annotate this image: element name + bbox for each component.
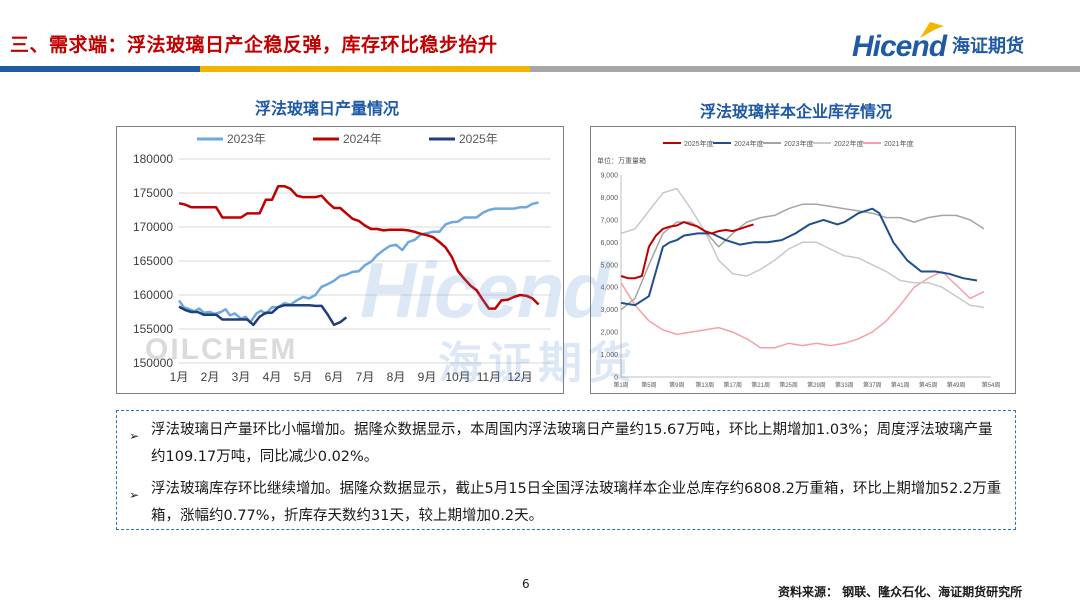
series-line-2024年度 <box>620 207 978 307</box>
x-tick-label: 第1周 <box>613 381 628 389</box>
series-line-2022年度 <box>620 187 985 309</box>
y-tick-label: 8,000 <box>600 195 618 202</box>
note-item: ➢ 浮法玻璃库存环比继续增加。据隆众数据显示，截止5月15日全国浮法玻璃样本企业… <box>129 476 1003 530</box>
note-item: ➢ 浮法玻璃日产量环比小幅增加。据隆众数据显示，本周国内浮法玻璃日产量约15.6… <box>129 417 1003 471</box>
chart1-title: 浮法玻璃日产量情况 <box>255 99 400 118</box>
x-tick-label: 第13周 <box>695 381 714 389</box>
x-tick-label: 7月 <box>356 370 375 384</box>
y-tick-label: 3,000 <box>600 307 618 314</box>
x-tick-label: 第5周 <box>641 381 656 389</box>
x-tick-label: 6月 <box>325 370 344 384</box>
y-tick-label: 5,000 <box>600 262 618 269</box>
header-band-blue <box>0 66 200 72</box>
source-note: 资料来源： 钢联、隆众石化、海证期货研究所 <box>778 585 1023 599</box>
watermark-brand: Hicend <box>360 246 610 334</box>
x-tick-label: 3月 <box>232 370 251 384</box>
y-tick-label: 0 <box>614 375 618 382</box>
x-tick-label: 12月 <box>507 370 532 384</box>
y-tick-label: 155000 <box>133 322 173 336</box>
page-number: 6 <box>522 577 530 591</box>
logo-brand-text: Hicend <box>852 30 947 63</box>
unit-label: 单位：万重量箱 <box>597 156 646 165</box>
y-tick-label: 2,000 <box>600 330 618 337</box>
y-tick-label: 165000 <box>133 254 173 268</box>
watermark-cn: 海证期货 <box>438 338 638 389</box>
x-tick-label: 第21周 <box>751 381 770 389</box>
header-band-gray <box>530 66 1080 72</box>
x-tick-label: 第33周 <box>835 381 854 389</box>
legend-label: 2022年度 <box>834 139 864 148</box>
x-tick-label: 第17周 <box>723 381 742 389</box>
x-tick-label: 第9周 <box>669 381 684 389</box>
legend-label: 2025年度 <box>684 139 714 148</box>
page-title: 三、需求端：浮法玻璃日产企稳反弹，库存环比稳步抬升 <box>10 34 498 56</box>
legend-label: 2023年度 <box>784 139 814 148</box>
note-text: 浮法玻璃库存环比继续增加。据隆众数据显示，截止5月15日全国浮法玻璃样本企业总库… <box>151 481 1002 524</box>
x-tick-label: 第41周 <box>891 381 910 389</box>
x-tick-label: 8月 <box>387 370 406 384</box>
legend-label: 2021年度 <box>884 139 914 148</box>
x-tick-label: 第29周 <box>807 381 826 389</box>
y-tick-label: 9,000 <box>600 173 618 180</box>
x-tick-label: 第37周 <box>863 381 882 389</box>
y-tick-label: 6,000 <box>600 240 618 247</box>
x-tick-label: 第45周 <box>919 381 938 389</box>
logo-flag-icon <box>920 22 944 38</box>
header-band-yellow <box>200 66 530 72</box>
legend-label: 2025年 <box>459 132 498 146</box>
series-line-2023年度 <box>620 203 985 311</box>
legend-label: 2024年 <box>343 132 382 146</box>
bullet-arrow-icon: ➢ <box>129 429 140 443</box>
company-logo: Hicend 海证期货 <box>852 22 1025 64</box>
chart2-frame: 2025年度 2024年度 2023年度 2022年度 2021年度单位：万重量箱 0 1,… <box>590 126 1016 394</box>
y-tick-label: 160000 <box>133 288 173 302</box>
chart1-svg: 150000 155000 160000 165000 170000 175000 1800… <box>133 132 551 384</box>
x-tick-label: 第25周 <box>779 381 798 389</box>
x-tick-label: 9月 <box>418 370 437 384</box>
x-tick-label: 11月 <box>477 370 501 384</box>
y-tick-label: 170000 <box>133 220 173 234</box>
x-tick-label: 4月 <box>263 370 282 384</box>
y-tick-label: 180000 <box>133 152 173 166</box>
y-tick-label: 150000 <box>133 356 173 370</box>
y-tick-label: 4,000 <box>600 285 618 292</box>
series-line-2025年 <box>178 303 348 327</box>
series-line-2025年度 <box>620 221 754 280</box>
x-tick-label: 2月 <box>201 370 220 384</box>
note-text: 浮法玻璃日产量环比小幅增加。据隆众数据显示，本周国内浮法玻璃日产量约15.67万… <box>151 422 993 465</box>
logo-cn-text: 海证期货 <box>952 36 1025 56</box>
x-tick-label: 第54周 <box>982 381 1001 389</box>
y-tick-label: 7,000 <box>600 217 618 224</box>
chart2-title: 浮法玻璃样本企业库存情况 <box>700 102 893 121</box>
bullet-arrow-icon: ➢ <box>129 488 140 502</box>
x-tick-label: 5月 <box>294 370 313 384</box>
oilchem-watermark: OILCHEM <box>145 333 297 366</box>
series-line-2024年 <box>178 184 540 310</box>
y-tick-label: 1,000 <box>600 352 618 359</box>
x-tick-label: 1月 <box>170 370 189 384</box>
x-tick-label: 第49周 <box>947 381 966 389</box>
legend-label: 2023年 <box>227 132 266 146</box>
legend-label: 2024年度 <box>734 139 764 148</box>
x-tick-label: 10月 <box>445 370 470 384</box>
notes-box: ➢ 浮法玻璃日产量环比小幅增加。据隆众数据显示，本周国内浮法玻璃日产量约15.6… <box>116 410 1016 530</box>
series-line-2023年 <box>177 201 539 324</box>
series-line-2021年度 <box>620 270 985 349</box>
chart1-frame: 150000 155000 160000 165000 170000 175000 1800… <box>116 126 564 394</box>
y-tick-label: 175000 <box>133 186 173 200</box>
